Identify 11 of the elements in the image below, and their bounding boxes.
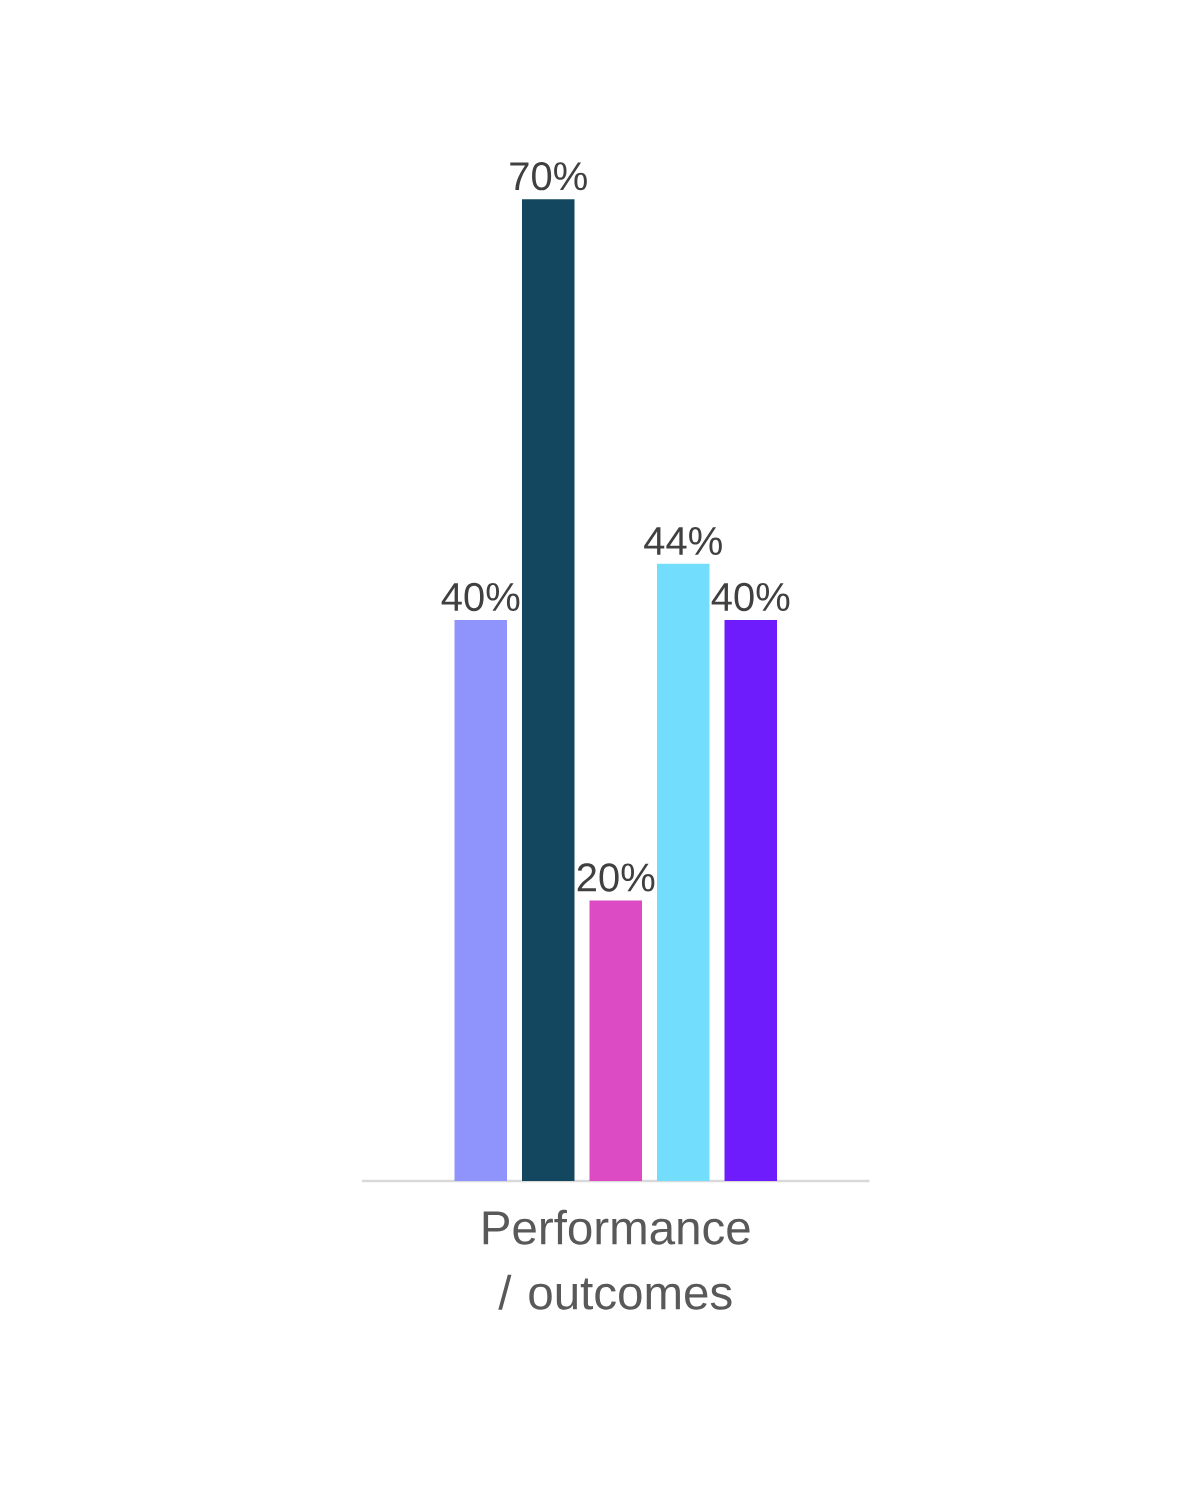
bar [522, 199, 575, 1181]
data-label: 20% [577, 863, 655, 892]
bar [454, 619, 508, 1181]
x-tick-label: Performance / outcomes [483, 1209, 750, 1310]
data-label: 70% [510, 162, 587, 191]
data-label: 44% [644, 527, 722, 556]
bar [657, 563, 710, 1181]
bar [589, 900, 642, 1181]
data-label: 40% [711, 582, 790, 612]
data-label: 40% [441, 582, 520, 612]
bar [724, 619, 778, 1181]
